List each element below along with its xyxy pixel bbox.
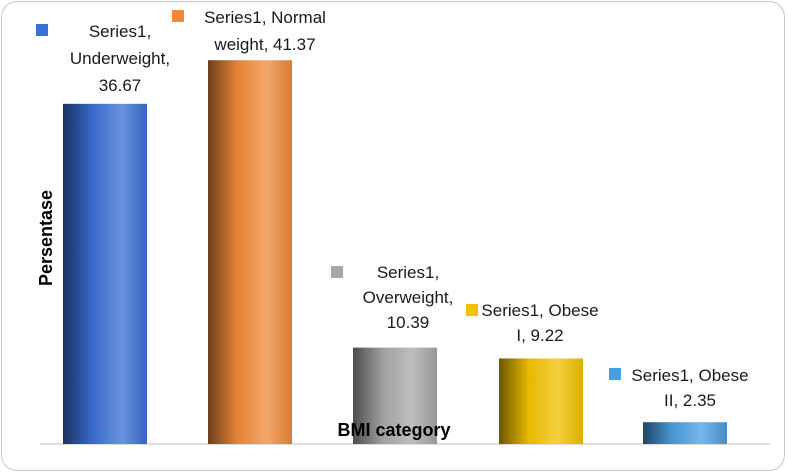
data-label-marker [466, 304, 478, 316]
data-label-marker [172, 10, 184, 22]
data-label: Series1, Normal weight, 41.37 [204, 8, 326, 54]
data-labels-group: Series1, Underweight, 36.67 Series1, Normal… [36, 8, 749, 410]
bar-overweight [353, 347, 437, 444]
data-label: Series1, Obese II, 2.35 [631, 366, 748, 410]
x-axis-title: BMI category [337, 420, 450, 440]
y-axis-title: Persentase [36, 190, 56, 286]
bar-obese-ii [643, 422, 727, 444]
bar-normal-weight [208, 60, 292, 444]
data-label-marker [331, 266, 343, 278]
bars-group [63, 60, 727, 444]
data-label-marker [36, 24, 48, 36]
bar-obese-i [499, 358, 583, 444]
data-label-marker [609, 368, 621, 380]
bar-underweight [63, 103, 147, 444]
data-label: Series1, Obese I, 9.22 [481, 301, 598, 345]
data-label: Series1, Overweight, 10.39 [363, 263, 454, 332]
data-label: Series1, Underweight, 36.67 [70, 22, 170, 95]
